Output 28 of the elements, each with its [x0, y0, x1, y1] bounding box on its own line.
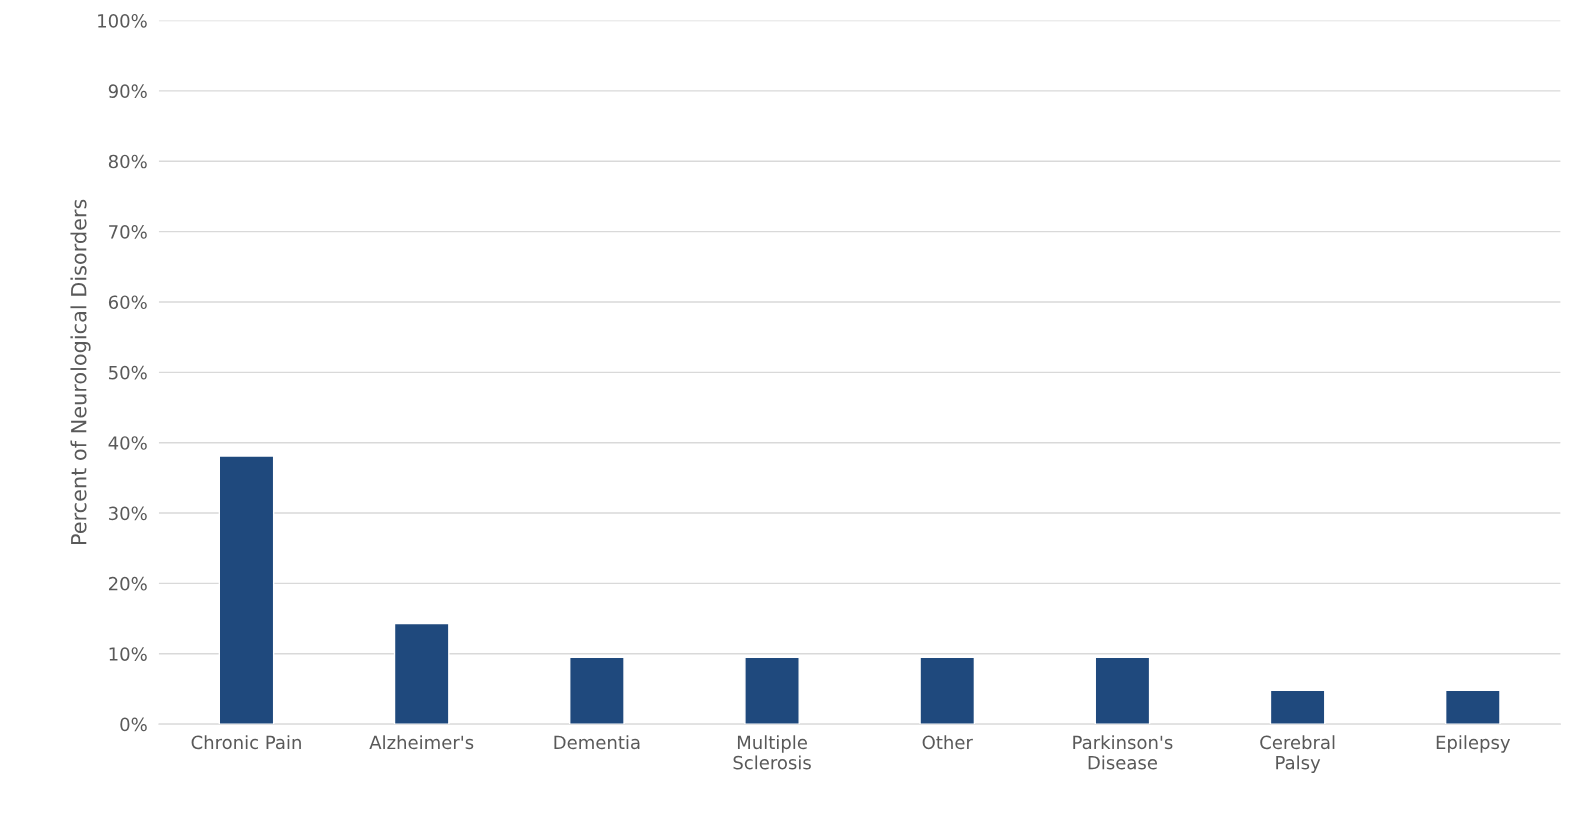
x-tick-label: Other [922, 735, 973, 750]
y-axis-title: Percent of Neurological Disorders [70, 199, 91, 544]
y-tick-label: 20% [108, 576, 147, 591]
bar [1269, 689, 1326, 725]
y-tick-label: 40% [108, 436, 147, 450]
y-tick-label: 50% [109, 365, 147, 380]
x-tick-label: Epilepsy [1436, 735, 1511, 753]
bar [919, 656, 976, 725]
y-tick-label: 0% [120, 717, 147, 732]
bar [744, 656, 800, 725]
y-tick-label: 70% [109, 225, 147, 239]
x-tick-label: Multiple Sclerosis [733, 735, 811, 770]
bar [218, 455, 275, 725]
bar [569, 656, 625, 725]
y-tick-label: 30% [109, 506, 147, 521]
x-tick-label: Parkinson's Disease [1073, 735, 1173, 770]
bar [393, 622, 450, 725]
y-tick-label: 80% [108, 154, 147, 169]
bar [1094, 656, 1151, 725]
y-tick-label: 90% [108, 84, 147, 98]
x-tick-label: Alzheimer's [369, 735, 474, 750]
bar [1444, 689, 1501, 725]
x-tick-label: Dementia [554, 735, 640, 750]
y-tick-label: 10% [109, 647, 147, 661]
y-tick-label: 60% [108, 295, 147, 310]
x-tick-label: Cerebral Palsy [1260, 735, 1335, 773]
x-tick-label: Chronic Pain [191, 735, 301, 750]
y-tick-label: 100% [98, 13, 147, 28]
